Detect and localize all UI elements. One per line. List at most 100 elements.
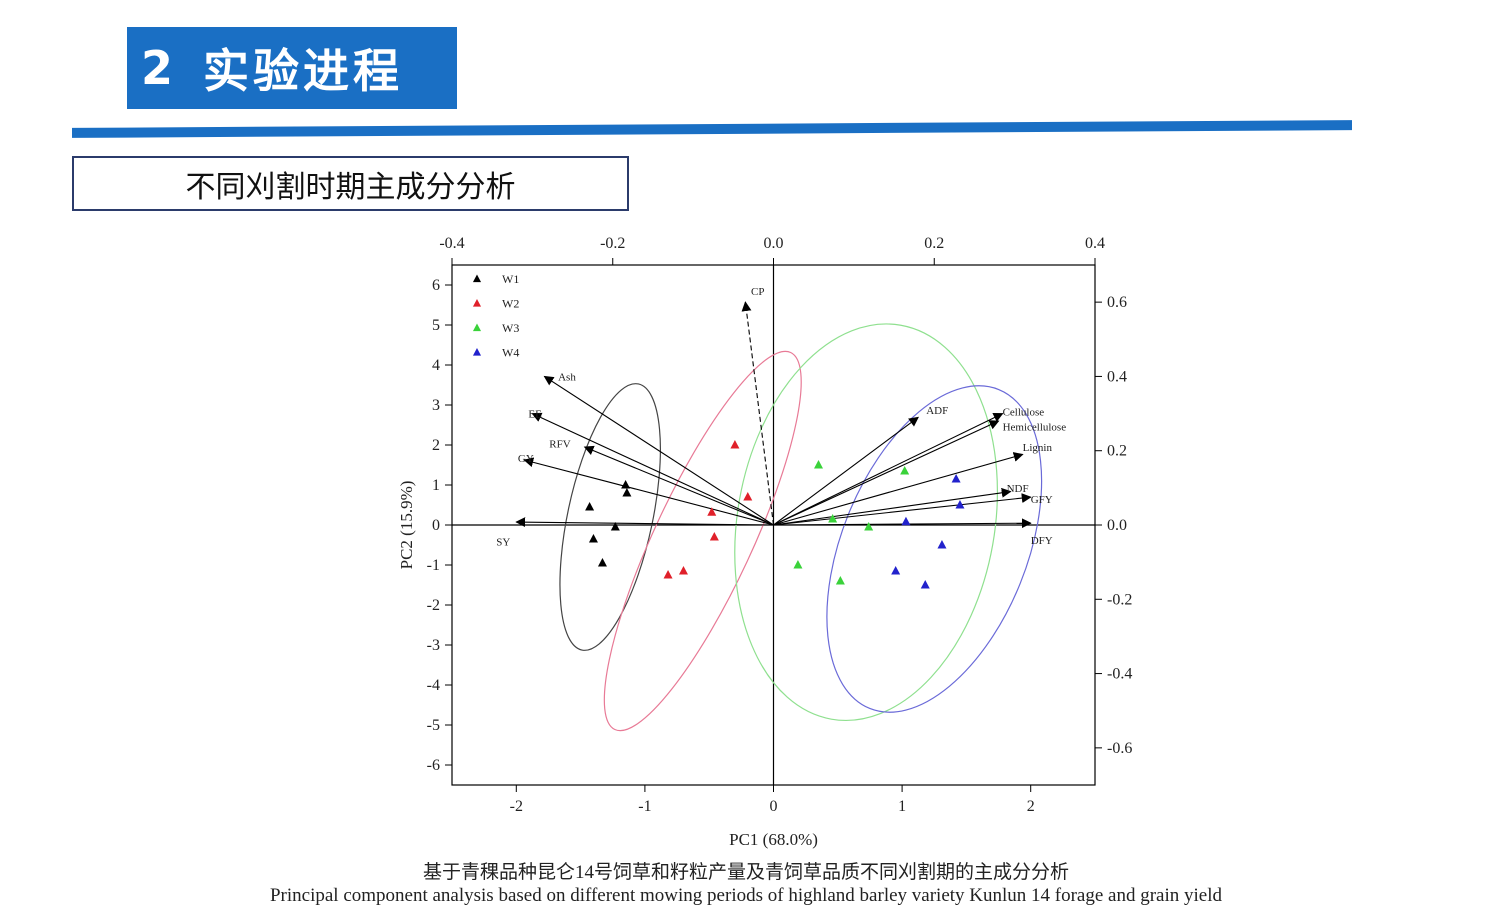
y-tick-label: 0 [432, 517, 440, 534]
y-tick-label: 3 [432, 397, 440, 414]
legend-label-w3: W3 [502, 321, 519, 335]
loading-label-gfy: GFY [1031, 494, 1053, 506]
section-number: 2 [141, 41, 178, 95]
right-tick-label: 0.2 [1107, 443, 1127, 460]
data-point-w4 [937, 540, 947, 549]
y-tick-label: 6 [432, 277, 440, 294]
y-tick-label: 2 [432, 437, 440, 454]
data-point-w1 [585, 502, 595, 511]
data-point-w3 [835, 576, 845, 585]
data-point-w3 [814, 460, 824, 469]
loading-arrow-gfy [773, 493, 1032, 526]
subtitle: 不同刈割时期主成分分析 [185, 169, 516, 205]
data-point-w3 [793, 560, 803, 569]
loading-label-sy: SY [496, 537, 510, 549]
section-title: 实验进程 [203, 44, 404, 98]
subtitle-box: 不同刈割时期主成分分析 [72, 156, 629, 211]
section-header: 2 实验进程 [127, 27, 457, 109]
loading-arrow-sy [515, 517, 774, 528]
legend-label-w4: W4 [502, 346, 519, 360]
data-point-w4 [920, 580, 930, 589]
right-tick-label: 0.0 [1107, 517, 1127, 534]
loading-arrow-hemicellulose [773, 420, 1000, 526]
y-tick-label: -4 [427, 677, 440, 694]
ellipse-w2 [603, 350, 802, 732]
ellipse-w3 [734, 323, 999, 722]
top-tick-label: -0.2 [600, 235, 625, 252]
loading-label-hemicellulose: Hemicellulose [1003, 422, 1067, 434]
data-point-w1 [621, 480, 631, 489]
loading-arrow-ndf [773, 487, 1012, 526]
data-point-w2 [663, 570, 673, 579]
y-axis-label: PC2 (15.9%) [397, 481, 416, 570]
loading-arrow-ee [531, 412, 774, 526]
loading-arrow-gy [523, 457, 774, 526]
y-tick-label: -5 [427, 717, 440, 734]
top-tick-label: 0.0 [764, 235, 784, 252]
x-tick-label: 2 [1027, 798, 1035, 815]
loading-label-ash: Ash [558, 371, 576, 383]
right-tick-label: 0.4 [1107, 368, 1127, 385]
x-tick-label: -2 [510, 798, 523, 815]
loading-arrow-cellulose [773, 413, 1004, 526]
caption-cn: 基于青稞品种昆仑14号饲草和籽粒产量及青饲草品质不同刈割期的主成分分析 [422, 862, 1069, 883]
data-point-w3 [900, 466, 910, 475]
y-tick-label: 1 [432, 477, 440, 494]
data-point-w1 [622, 488, 632, 497]
data-point-w1 [597, 558, 607, 567]
y-tick-label: -6 [427, 757, 440, 774]
loading-label-cellulose: Cellulose [1003, 407, 1045, 419]
loading-label-adf: ADF [926, 405, 948, 417]
top-tick-label: -0.4 [439, 235, 464, 252]
data-point-w2 [730, 440, 740, 449]
loading-label-lignin: Lignin [1023, 442, 1053, 454]
data-point-w2 [707, 507, 717, 516]
loading-label-ndf: NDF [1007, 483, 1029, 495]
legend-marker-w3 [472, 323, 482, 332]
y-tick-label: -1 [427, 557, 440, 574]
data-point-w4 [955, 500, 965, 509]
x-tick-label: -1 [638, 798, 651, 815]
y-tick-label: 5 [432, 317, 440, 334]
data-point-w3 [864, 522, 874, 531]
loading-arrow-adf [773, 416, 919, 526]
loading-arrow-dfy [773, 518, 1032, 529]
data-point-w4 [901, 516, 911, 526]
legend-label-w2: W2 [502, 297, 519, 311]
data-point-w2 [709, 532, 719, 541]
x-axis-label: PC1 (68.0%) [729, 830, 818, 849]
data-point-w4 [891, 566, 901, 575]
data-point-w1 [588, 534, 598, 543]
y-tick-label: -3 [427, 637, 440, 654]
x-tick-label: 1 [898, 798, 906, 815]
loading-label-ee: EE [528, 409, 542, 421]
ellipse-w1 [559, 383, 662, 651]
loading-arrow-rfv [583, 445, 774, 526]
loading-label-dfy: DFY [1031, 535, 1053, 547]
y-tick-label: -2 [427, 597, 440, 614]
caption-en: Principal component analysis based on di… [269, 885, 1223, 906]
top-tick-label: 0.2 [924, 235, 944, 252]
data-point-w2 [678, 566, 688, 575]
data-point-w4 [951, 474, 961, 483]
loading-arrow-ash [543, 375, 774, 526]
legend-marker-w1 [472, 274, 482, 283]
data-point-w3 [828, 514, 838, 523]
loading-label-gy: GY [518, 453, 534, 465]
loading-label-rfv: RFV [549, 438, 570, 450]
legend-label-w1: W1 [502, 272, 519, 286]
legend-marker-w2 [472, 299, 482, 307]
right-tick-label: -0.4 [1107, 666, 1132, 683]
data-point-w1 [610, 522, 620, 531]
loading-arrow-cp [741, 301, 775, 526]
right-tick-label: -0.2 [1107, 591, 1132, 608]
loading-arrow-lignin [773, 452, 1024, 526]
legend-marker-w4 [472, 348, 482, 356]
loading-label-cp: CP [751, 286, 764, 298]
data-point-w2 [743, 492, 753, 501]
top-tick-label: 0.4 [1085, 235, 1105, 252]
x-tick-label: 0 [770, 798, 778, 815]
y-tick-label: 4 [432, 357, 440, 374]
right-tick-label: 0.6 [1107, 294, 1127, 311]
